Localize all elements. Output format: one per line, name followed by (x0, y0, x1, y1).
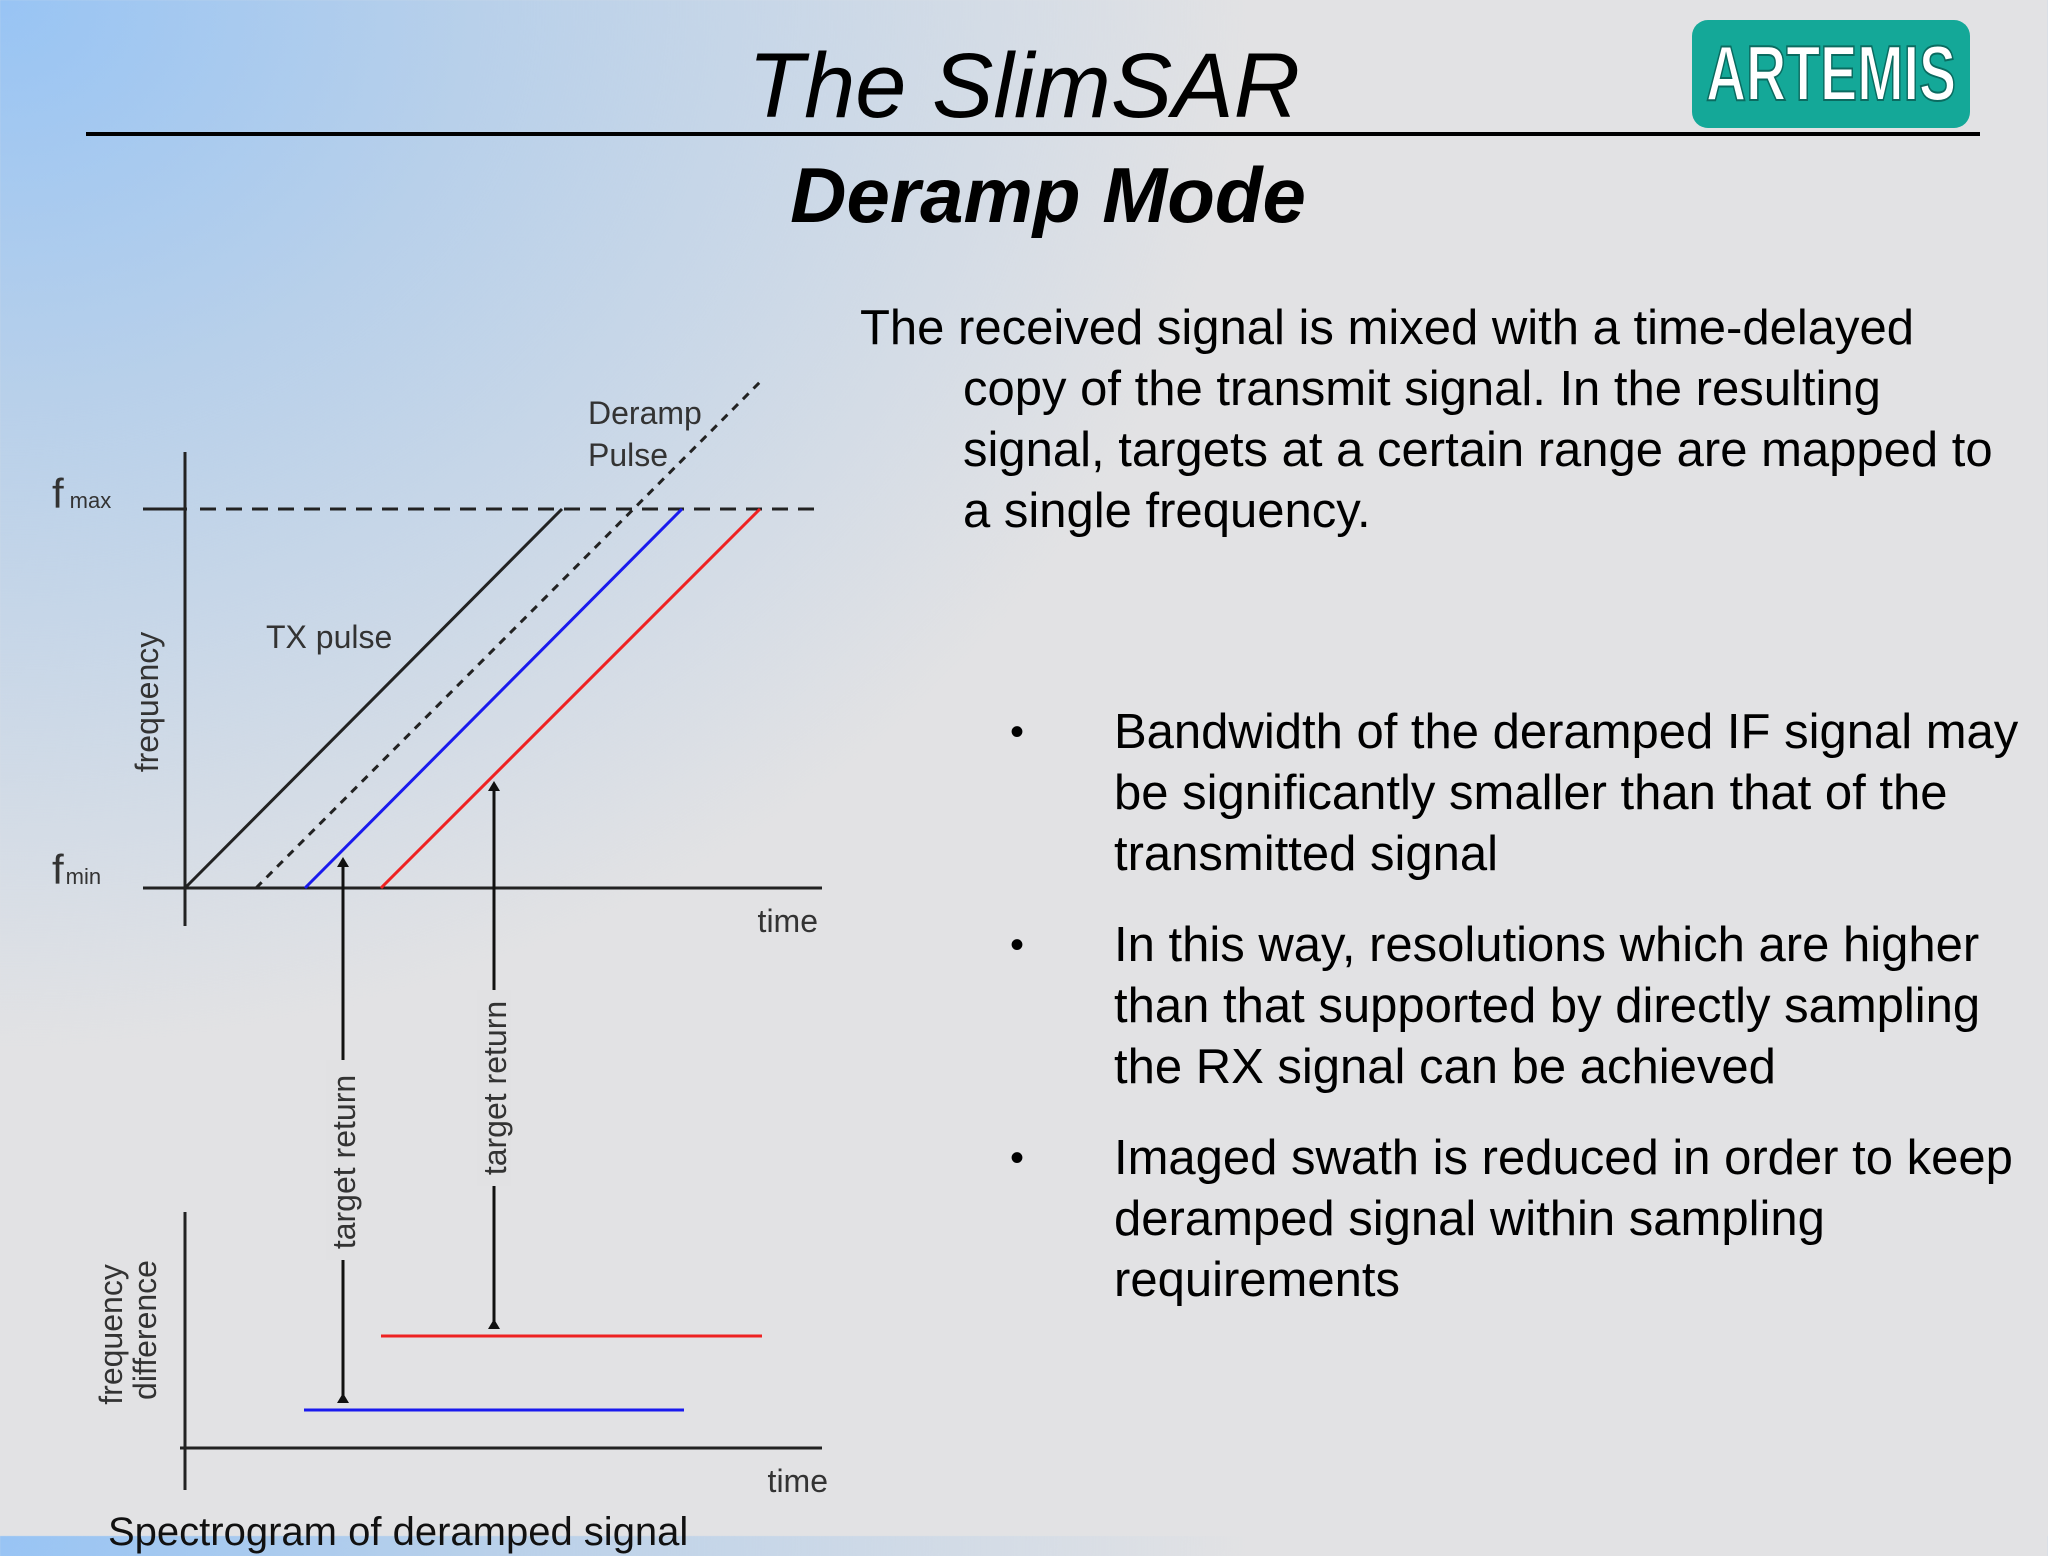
intro-text: The received signal is mixed with a time… (860, 298, 2020, 542)
deramp-pulse-label: Deramp Pulse (588, 395, 711, 473)
bullet-text: Bandwidth of the deramped IF signal may … (1114, 705, 2019, 881)
tx-pulse-label: TX pulse (266, 619, 392, 655)
bullet-item: • Bandwidth of the deramped IF signal ma… (1000, 702, 2020, 885)
target-return-label-far: target return (477, 1001, 513, 1175)
artemis-logo: ARTEMIS (1692, 20, 1970, 128)
deramp-diagram: f max fmin frequency time TX pulse Deramp… (52, 380, 828, 1499)
frequency-difference-label: frequency difference (93, 1255, 163, 1404)
frequency-axis-label: frequency (129, 632, 165, 773)
target-return-far-line (379, 507, 762, 890)
target-return-label-near: target return (326, 1075, 362, 1249)
fmin-subscript: min (66, 864, 101, 889)
artemis-logo-text: ARTEMIS (1706, 29, 1956, 117)
title-underline (86, 132, 1980, 136)
bullet-dot-icon: • (1010, 923, 1025, 967)
fmin-symbol: f (52, 846, 64, 893)
fmin-label: fmin (52, 846, 101, 893)
bullet-text: Imaged swath is reduced in order to keep… (1114, 1131, 2013, 1307)
fmax-subscript: max (70, 488, 112, 513)
freq-diff-label-line-2: difference (127, 1260, 163, 1400)
slide-title: The SlimSAR (747, 35, 1301, 137)
time-axis-label: time (758, 903, 818, 939)
target-return-near-line (303, 507, 684, 890)
bullet-item: • Imaged swath is reduced in order to ke… (1000, 1128, 2020, 1311)
arrow-label-backdrop (477, 990, 511, 1186)
arrow-label-backdrop (326, 1060, 360, 1260)
lower-time-axis-label: time (768, 1463, 828, 1499)
freq-diff-label-line-1: frequency (93, 1264, 129, 1405)
deramp-label-line-2: Pulse (588, 437, 668, 473)
slide-subtitle: Deramp Mode (790, 151, 1306, 239)
intro-paragraph: The received signal is mixed with a time… (860, 301, 1993, 538)
fmax-label: f max (52, 470, 111, 517)
deramp-label-line-1: Deramp (588, 395, 702, 431)
bullet-item: • In this way, resolutions which are hig… (1000, 915, 2020, 1098)
bullet-list: • Bandwidth of the deramped IF signal ma… (1000, 702, 2020, 1341)
diagram-caption: Spectrogram of deramped signal (108, 1510, 689, 1554)
bullet-text: In this way, resolutions which are highe… (1114, 918, 1981, 1094)
tx-pulse-line (183, 507, 564, 890)
bullet-dot-icon: • (1010, 710, 1025, 754)
fmax-symbol: f (52, 470, 64, 517)
bullet-dot-icon: • (1010, 1136, 1025, 1180)
